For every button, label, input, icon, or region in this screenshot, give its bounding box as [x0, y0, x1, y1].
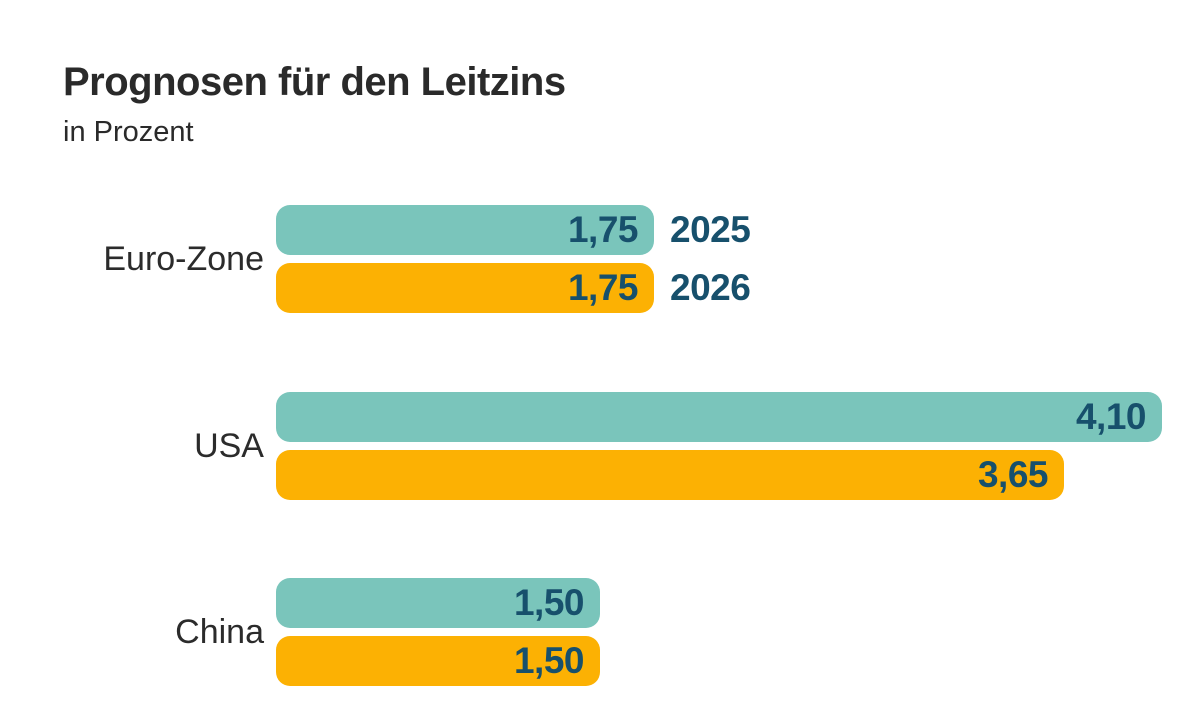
bar-2026-usa: 3,65	[276, 450, 1064, 500]
category-label-usa: USA	[194, 426, 264, 465]
legend-year-2025: 2025	[670, 209, 751, 250]
bar-value-2025-usa: 4,10	[1075, 396, 1147, 437]
category-label-euro-zone: Euro-Zone	[103, 239, 264, 278]
category-label-china: China	[175, 612, 264, 651]
bar-group-usa: USA 4,10 3,65	[0, 392, 1200, 500]
bar-2026-china: 1,50	[276, 636, 600, 686]
chart-subtitle: in Prozent	[63, 116, 194, 148]
bar-value-2025-china: 1,50	[513, 582, 585, 623]
bar-2025-usa: 4,10	[276, 392, 1162, 442]
legend-year-2026: 2026	[670, 267, 751, 308]
bar-value-2026-china: 1,50	[513, 640, 585, 681]
bar-2026-euro-zone: 1,75	[276, 263, 654, 313]
bar-group-euro-zone: Euro-Zone 1,75 2025 1,75 2026	[0, 205, 1200, 313]
bar-2025-euro-zone: 1,75	[276, 205, 654, 255]
bar-group-china: China 1,50 1,50	[0, 578, 1200, 686]
bar-value-2026-euro-zone: 1,75	[567, 267, 639, 308]
chart-title: Prognosen für den Leitzins	[63, 60, 566, 104]
bar-value-2025-euro-zone: 1,75	[567, 209, 639, 250]
bar-2025-china: 1,50	[276, 578, 600, 628]
bar-value-2026-usa: 3,65	[977, 454, 1049, 495]
